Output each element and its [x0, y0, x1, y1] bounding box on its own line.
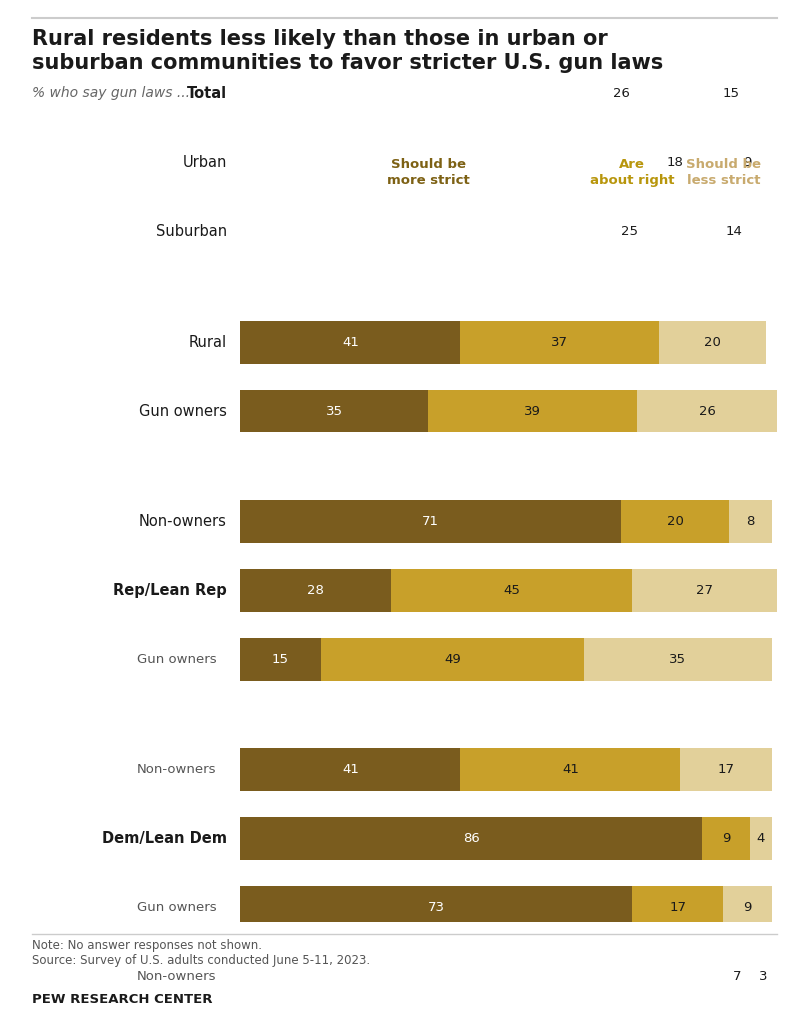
Text: 14: 14: [726, 225, 743, 239]
Text: 25: 25: [621, 225, 638, 239]
Text: 3: 3: [759, 971, 768, 983]
Text: 4: 4: [757, 833, 765, 846]
Bar: [240, 141, 626, 184]
Text: Rural: Rural: [189, 335, 227, 349]
Bar: [562, 210, 697, 253]
Bar: [240, 321, 461, 364]
Bar: [428, 390, 638, 432]
Bar: [240, 638, 320, 681]
Text: PEW RESEARCH CENTER: PEW RESEARCH CENTER: [32, 993, 212, 1007]
Text: Rep/Lean Rep: Rep/Lean Rep: [113, 583, 227, 598]
Text: Rural residents less likely than those in urban or: Rural residents less likely than those i…: [32, 29, 608, 49]
Text: Note: No answer responses not shown.
Source: Survey of U.S. adults conducted Jun: Note: No answer responses not shown. Sou…: [32, 939, 370, 967]
Text: 15: 15: [272, 653, 289, 666]
Text: 9: 9: [743, 901, 751, 914]
Text: 7: 7: [732, 971, 741, 983]
Text: % who say gun laws ...: % who say gun laws ...: [32, 86, 190, 100]
Bar: [552, 73, 691, 115]
Text: 18: 18: [666, 157, 683, 169]
Text: 39: 39: [525, 404, 541, 418]
Text: 73: 73: [428, 901, 445, 914]
Text: Dem/Lean Dem: Dem/Lean Dem: [102, 831, 227, 846]
Text: Gun owners: Gun owners: [139, 403, 227, 419]
Bar: [240, 887, 632, 929]
Bar: [626, 141, 723, 184]
Text: 26: 26: [698, 404, 715, 418]
Text: 37: 37: [551, 336, 568, 348]
Text: 45: 45: [503, 584, 520, 597]
Bar: [622, 500, 729, 543]
Bar: [691, 73, 771, 115]
Bar: [461, 749, 680, 792]
Text: Gun owners: Gun owners: [136, 653, 216, 666]
Bar: [584, 638, 771, 681]
Text: 35: 35: [326, 404, 343, 418]
Text: Gun owners: Gun owners: [136, 901, 216, 914]
Text: 28: 28: [307, 584, 324, 597]
Text: 41: 41: [562, 763, 579, 776]
Text: Non-owners: Non-owners: [137, 763, 216, 776]
Bar: [755, 955, 771, 998]
Text: Non-owners: Non-owners: [137, 971, 216, 983]
Text: Total: Total: [187, 86, 227, 101]
Bar: [240, 569, 391, 612]
Bar: [240, 390, 428, 432]
Text: Suburban: Suburban: [155, 224, 227, 240]
Text: 8: 8: [746, 515, 755, 528]
Bar: [697, 210, 771, 253]
Text: 17: 17: [669, 901, 686, 914]
Bar: [240, 749, 461, 792]
Text: suburban communities to favor stricter U.S. gun laws: suburban communities to favor stricter U…: [32, 53, 663, 74]
Text: 20: 20: [666, 515, 683, 528]
Bar: [751, 817, 771, 860]
Bar: [638, 390, 777, 432]
Bar: [659, 321, 767, 364]
Bar: [461, 321, 659, 364]
Bar: [632, 569, 777, 612]
Text: 41: 41: [342, 763, 359, 776]
Text: 49: 49: [444, 653, 461, 666]
Bar: [723, 141, 771, 184]
Text: 27: 27: [696, 584, 713, 597]
Bar: [240, 955, 718, 998]
Text: 41: 41: [342, 336, 359, 348]
Bar: [680, 749, 771, 792]
Text: 9: 9: [722, 833, 731, 846]
Bar: [240, 817, 702, 860]
Text: Urban: Urban: [183, 156, 227, 170]
Bar: [240, 210, 562, 253]
Text: Non-owners: Non-owners: [139, 514, 227, 529]
Text: 71: 71: [422, 515, 439, 528]
Bar: [320, 638, 584, 681]
Text: 89: 89: [471, 971, 488, 983]
Bar: [723, 887, 771, 929]
Text: 86: 86: [463, 833, 480, 846]
Text: 9: 9: [743, 157, 751, 169]
Text: 58: 58: [388, 87, 405, 100]
Text: 15: 15: [723, 87, 740, 100]
Text: 35: 35: [669, 653, 686, 666]
Text: 60: 60: [393, 225, 409, 239]
Text: 17: 17: [718, 763, 735, 776]
Text: Should be
more strict: Should be more strict: [387, 158, 469, 187]
Bar: [702, 817, 751, 860]
Text: 72: 72: [425, 157, 442, 169]
Bar: [729, 500, 771, 543]
Bar: [391, 569, 632, 612]
Text: Are
about right: Are about right: [590, 158, 674, 187]
Bar: [240, 73, 552, 115]
Bar: [240, 500, 622, 543]
Text: 26: 26: [613, 87, 630, 100]
Text: Should be
less strict: Should be less strict: [686, 158, 761, 187]
Text: 20: 20: [704, 336, 721, 348]
Bar: [632, 887, 723, 929]
Bar: [718, 955, 755, 998]
